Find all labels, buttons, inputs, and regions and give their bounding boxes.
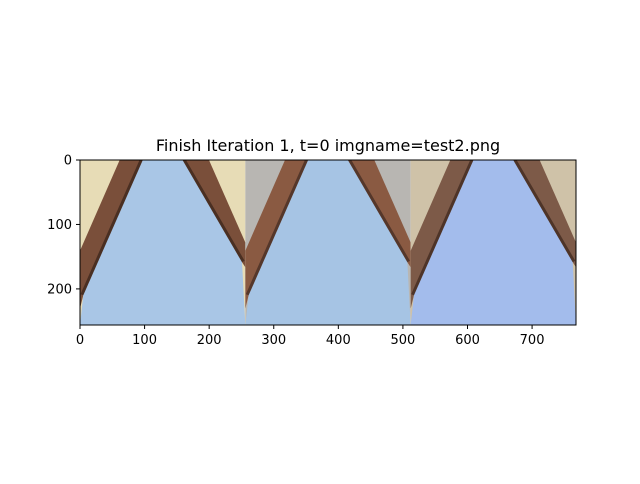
x-tick-label: 0 [76, 333, 84, 348]
x-axis: 0 100 200 300 400 500 600 700 [76, 325, 545, 348]
y-tick-label: 200 [47, 282, 72, 297]
x-tick-label: 100 [132, 333, 157, 348]
image-panels [80, 160, 576, 325]
axes-frame [79, 159, 577, 326]
chart-title: Finish Iteration 1, t=0 imgname=test2.pn… [156, 136, 500, 155]
y-axis: 0 100 200 [47, 154, 80, 297]
y-tick-label: 100 [47, 218, 72, 233]
image-panel-3 [410, 160, 576, 325]
image-panel-1 [80, 160, 246, 325]
panel-sky [80, 160, 246, 325]
panel-sky [410, 160, 576, 325]
x-tick-label: 500 [391, 333, 416, 348]
x-tick-label: 600 [455, 333, 480, 348]
x-tick-label: 700 [520, 333, 545, 348]
y-tick-label: 0 [64, 154, 72, 169]
panel-left-wall [80, 160, 143, 309]
x-tick-label: 200 [197, 333, 222, 348]
x-tick-label: 400 [326, 333, 351, 348]
x-tick-label: 300 [261, 333, 286, 348]
panel-left-wall [245, 160, 309, 309]
panel-left-wall [410, 160, 474, 309]
panel-sky [245, 160, 411, 325]
image-panel-2 [245, 160, 411, 325]
